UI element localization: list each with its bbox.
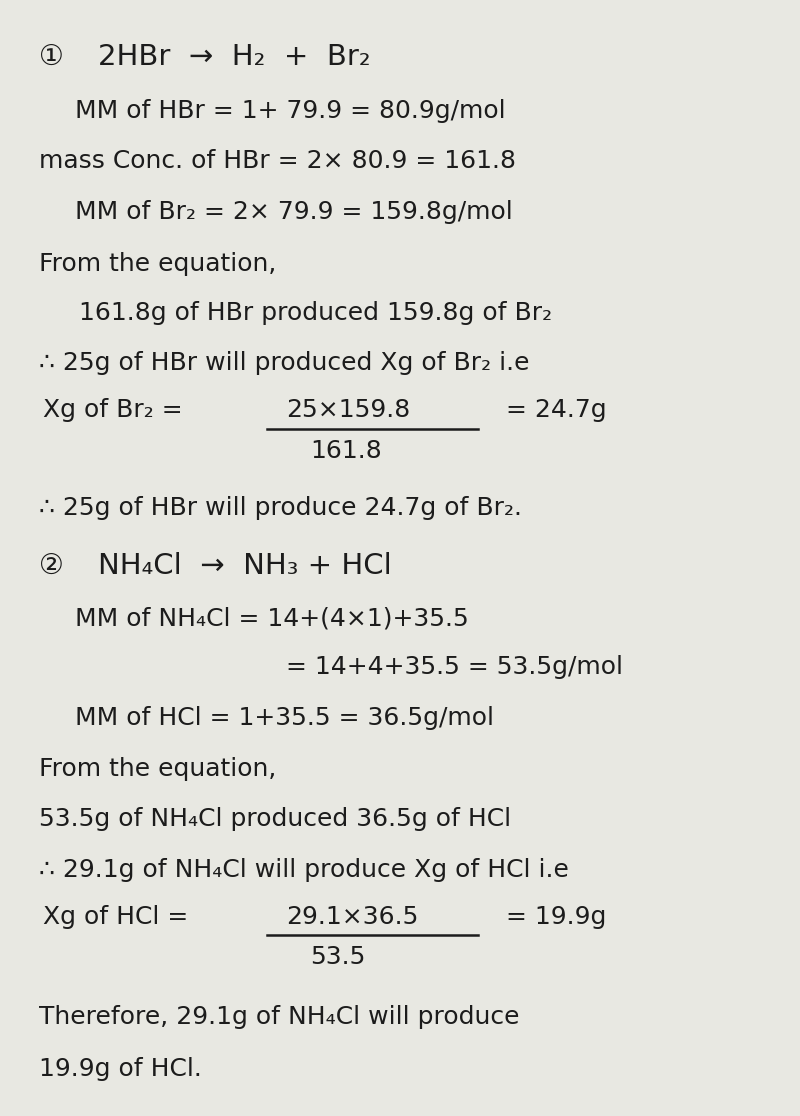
Text: 53.5: 53.5 (310, 945, 366, 969)
Text: ①: ① (39, 44, 64, 71)
Text: MM of Br₂ = 2× 79.9 = 159.8g/mol: MM of Br₂ = 2× 79.9 = 159.8g/mol (74, 201, 512, 224)
Text: mass Conc. of HBr = 2× 80.9 = 161.8: mass Conc. of HBr = 2× 80.9 = 161.8 (39, 150, 516, 173)
Text: MM of HBr = 1+ 79.9 = 80.9g/mol: MM of HBr = 1+ 79.9 = 80.9g/mol (74, 98, 506, 123)
Text: 19.9g of HCl.: 19.9g of HCl. (39, 1057, 202, 1080)
Text: ②: ② (39, 551, 64, 579)
Text: Therefore, 29.1g of NH₄Cl will produce: Therefore, 29.1g of NH₄Cl will produce (39, 1006, 520, 1029)
Text: From the equation,: From the equation, (39, 757, 277, 781)
Text: ∴ 25g of HBr will produced Xg of Br₂ i.e: ∴ 25g of HBr will produced Xg of Br₂ i.e (39, 352, 530, 375)
Text: 25×159.8: 25×159.8 (286, 398, 410, 422)
Text: Xg of HCl =: Xg of HCl = (43, 905, 189, 929)
Text: 29.1×36.5: 29.1×36.5 (286, 905, 418, 929)
Text: MM of HCl = 1+35.5 = 36.5g/mol: MM of HCl = 1+35.5 = 36.5g/mol (74, 705, 494, 730)
Text: 161.8: 161.8 (310, 439, 382, 463)
Text: 161.8g of HBr produced 159.8g of Br₂: 161.8g of HBr produced 159.8g of Br₂ (78, 301, 552, 325)
Text: MM of NH₄Cl = 14+(4×1)+35.5: MM of NH₄Cl = 14+(4×1)+35.5 (74, 606, 468, 631)
Text: = 14+4+35.5 = 53.5g/mol: = 14+4+35.5 = 53.5g/mol (286, 655, 623, 680)
Text: 2HBr  →  H₂  +  Br₂: 2HBr → H₂ + Br₂ (98, 44, 370, 71)
Text: 53.5g of NH₄Cl produced 36.5g of HCl: 53.5g of NH₄Cl produced 36.5g of HCl (39, 807, 511, 831)
Text: ∴ 29.1g of NH₄Cl will produce Xg of HCl i.e: ∴ 29.1g of NH₄Cl will produce Xg of HCl … (39, 858, 570, 882)
Text: Xg of Br₂ =: Xg of Br₂ = (43, 398, 183, 422)
Text: From the equation,: From the equation, (39, 252, 277, 276)
Text: ∴ 25g of HBr will produce 24.7g of Br₂.: ∴ 25g of HBr will produce 24.7g of Br₂. (39, 496, 522, 520)
Text: = 24.7g: = 24.7g (506, 398, 606, 422)
Text: = 19.9g: = 19.9g (506, 905, 606, 929)
Text: NH₄Cl  →  NH₃ + HCl: NH₄Cl → NH₃ + HCl (98, 551, 392, 579)
